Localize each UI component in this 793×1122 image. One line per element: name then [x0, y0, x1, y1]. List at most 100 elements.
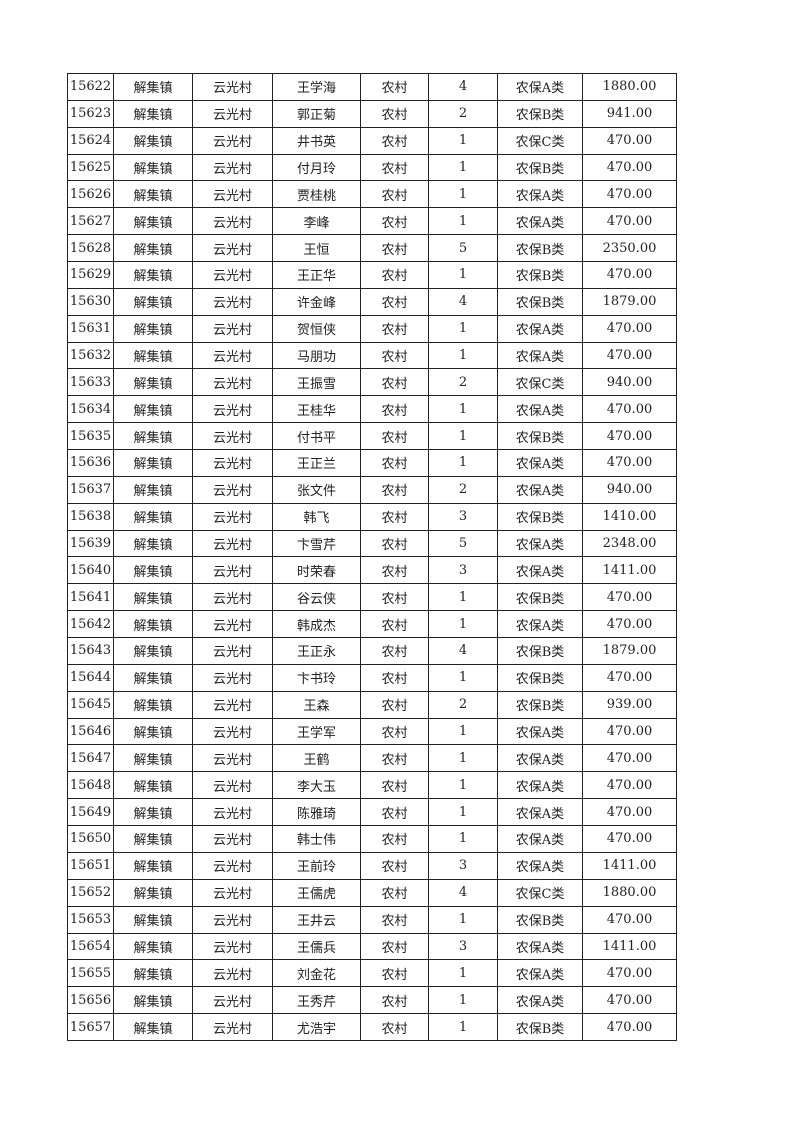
amount-cell: 470.00: [582, 771, 677, 800]
category-cell: 农保B类: [497, 99, 583, 128]
village-cell: 云光村: [192, 610, 273, 639]
village-cell: 云光村: [192, 905, 273, 934]
count-cell: 1: [428, 905, 498, 934]
town-cell: 解集镇: [113, 771, 193, 800]
name-cell: 王学军: [272, 717, 361, 746]
name-cell: 王前玲: [272, 851, 361, 880]
amount-cell: 470.00: [582, 180, 677, 209]
village-cell: 云光村: [192, 556, 273, 585]
type-cell: 农村: [360, 637, 429, 665]
amount-cell: 470.00: [582, 449, 677, 477]
data-table: 15622 解集镇 云光村 王学海 农村 4 农保A类 1880.00 15623 解集镇 云光村郭…: [67, 73, 677, 1041]
village-cell: 云光村: [192, 502, 273, 531]
name-cell: 时荣春: [272, 556, 361, 585]
amount-cell: 470.00: [582, 798, 677, 827]
category-cell: 农保A类: [497, 395, 583, 424]
name-cell: 韩飞: [272, 502, 361, 531]
town-cell: 解集镇: [113, 287, 193, 316]
type-cell: 农村: [360, 825, 429, 853]
table-row: 15643 解集镇 云光村 王正永 农村 4 农保B类 1879.00: [67, 637, 677, 665]
table-row: 15634 解集镇 云光村 王桂华 农村 1 农保A类 470.00: [67, 395, 677, 424]
category-cell: 农保B类: [497, 502, 583, 531]
name-cell: 王秀芹: [272, 986, 361, 1015]
category-cell: 农保A类: [497, 529, 583, 558]
count-cell: 1: [428, 341, 498, 370]
town-cell: 解集镇: [113, 261, 193, 289]
village-cell: 云光村: [192, 744, 273, 773]
amount-cell: 470.00: [582, 744, 677, 773]
table-row: 15650 解集镇 云光村 韩士伟 农村 1 农保A类 470.00: [67, 825, 677, 853]
count-cell: 5: [428, 234, 498, 263]
table-row: 15636 解集镇 云光村 王正兰 农村 1 农保A类 470.00: [67, 449, 677, 477]
category-cell: 农保A类: [497, 556, 583, 585]
id-cell: 15654: [67, 932, 114, 961]
village-cell: 云光村: [192, 422, 273, 451]
type-cell: 农村: [360, 341, 429, 370]
amount-cell: 2350.00: [582, 234, 677, 263]
town-cell: 解集镇: [113, 744, 193, 773]
town-cell: 解集镇: [113, 690, 193, 719]
count-cell: 1: [428, 583, 498, 612]
town-cell: 解集镇: [113, 368, 193, 397]
type-cell: 农村: [360, 717, 429, 746]
count-cell: 1: [428, 180, 498, 209]
type-cell: 农村: [360, 583, 429, 612]
village-cell: 云光村: [192, 798, 273, 827]
count-cell: 1: [428, 314, 498, 343]
town-cell: 解集镇: [113, 986, 193, 1015]
amount-cell: 1411.00: [582, 932, 677, 961]
type-cell: 农村: [360, 314, 429, 343]
id-cell: 15635: [67, 422, 114, 451]
table-row: 15629 解集镇 云光村 王正华 农村 1 农保B类 470.00: [67, 261, 677, 289]
name-cell: 王学海: [272, 73, 361, 101]
table-row: 15631 解集镇 云光村 贺恒侠 农村 1 农保A类 470.00: [67, 314, 677, 343]
name-cell: 王井云: [272, 905, 361, 934]
category-cell: 农保A类: [497, 314, 583, 343]
category-cell: 农保B类: [497, 153, 583, 182]
name-cell: 李峰: [272, 207, 361, 236]
town-cell: 解集镇: [113, 126, 193, 155]
amount-cell: 470.00: [582, 395, 677, 424]
village-cell: 云光村: [192, 851, 273, 880]
village-cell: 云光村: [192, 771, 273, 800]
category-cell: 农保C类: [497, 368, 583, 397]
table-row: 15642 解集镇 云光村 韩成杰 农村 1 农保A类 470.00: [67, 610, 677, 639]
amount-cell: 470.00: [582, 986, 677, 1015]
table-row: 15651 解集镇 云光村 王前玲 农村 3 农保A类 1411.00: [67, 851, 677, 880]
village-cell: 云光村: [192, 583, 273, 612]
village-cell: 云光村: [192, 932, 273, 961]
table-row: 15623 解集镇 云光村 郭正菊 农村 2 农保B类 941.00: [67, 99, 677, 128]
amount-cell: 470.00: [582, 314, 677, 343]
table-row: 15655 解集镇 云光村 刘金花 农村 1 农保A类 470.00: [67, 959, 677, 988]
count-cell: 1: [428, 798, 498, 827]
amount-cell: 470.00: [582, 126, 677, 155]
type-cell: 农村: [360, 153, 429, 182]
type-cell: 农村: [360, 422, 429, 451]
category-cell: 农保A类: [497, 610, 583, 639]
name-cell: 王正永: [272, 637, 361, 665]
table-row: 15627 解集镇 云光村 李峰 农村 1 农保A类 470.00: [67, 207, 677, 236]
amount-cell: 1411.00: [582, 851, 677, 880]
type-cell: 农村: [360, 207, 429, 236]
count-cell: 2: [428, 475, 498, 504]
table-row: 15625 解集镇 云光村 付月玲 农村 1 农保B类 470.00: [67, 153, 677, 182]
village-cell: 云光村: [192, 126, 273, 155]
count-cell: 1: [428, 986, 498, 1015]
id-cell: 15643: [67, 637, 114, 665]
village-cell: 云光村: [192, 717, 273, 746]
name-cell: 陈雅琦: [272, 798, 361, 827]
category-cell: 农保A类: [497, 959, 583, 988]
type-cell: 农村: [360, 1013, 429, 1041]
name-cell: 尤浩宇: [272, 1013, 361, 1041]
category-cell: 农保C类: [497, 126, 583, 155]
id-cell: 15646: [67, 717, 114, 746]
town-cell: 解集镇: [113, 663, 193, 692]
name-cell: 王振雪: [272, 368, 361, 397]
village-cell: 云光村: [192, 73, 273, 101]
village-cell: 云光村: [192, 825, 273, 853]
village-cell: 云光村: [192, 99, 273, 128]
village-cell: 云光村: [192, 234, 273, 263]
amount-cell: 470.00: [582, 717, 677, 746]
village-cell: 云光村: [192, 261, 273, 289]
category-cell: 农保A类: [497, 825, 583, 853]
